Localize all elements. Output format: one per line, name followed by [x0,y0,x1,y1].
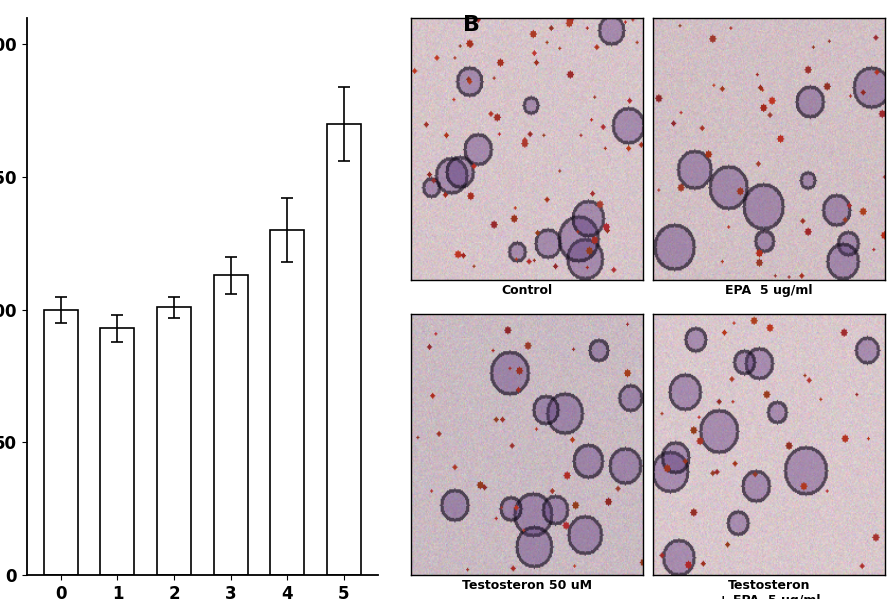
X-axis label: Testosteron 50 uM: Testosteron 50 uM [462,579,592,592]
Bar [44,310,78,575]
X-axis label: Testosteron
+ EPA  5 ug/ml: Testosteron + EPA 5 ug/ml [718,579,820,599]
Bar [214,276,248,575]
Bar [157,307,191,575]
X-axis label: Control: Control [502,284,552,297]
Bar [327,124,361,575]
X-axis label: EPA  5 ug/ml: EPA 5 ug/ml [725,284,813,297]
Bar [270,230,304,575]
Text: B: B [463,15,480,35]
Bar [100,328,134,575]
